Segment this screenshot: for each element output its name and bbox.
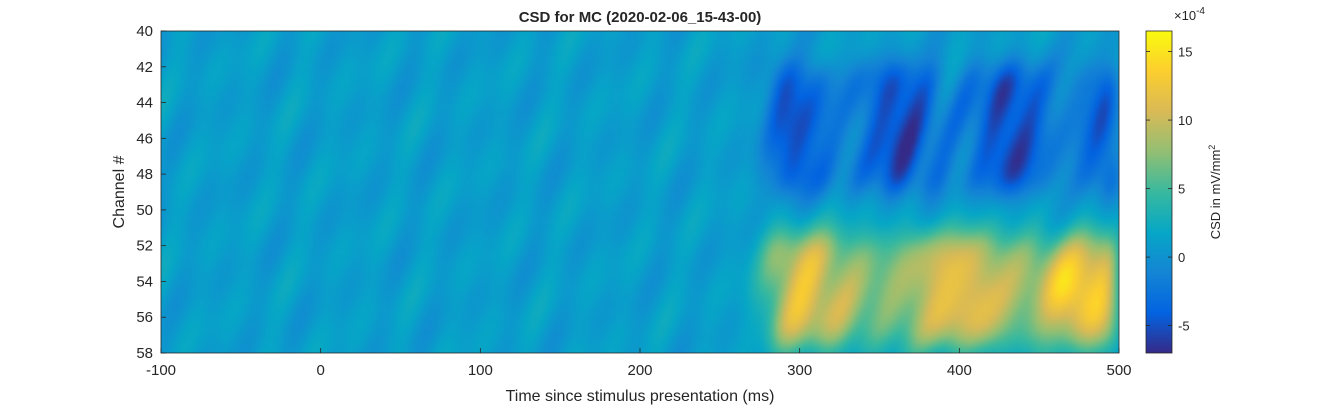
chart-title: CSD for MC (2020-02-06_15-43-00) xyxy=(519,9,762,26)
x-tick-label: 300 xyxy=(787,362,812,379)
y-tick-label: 50 xyxy=(136,202,153,219)
y-tick-label: 42 xyxy=(136,59,153,76)
colorbar-tick-label: 5 xyxy=(1178,182,1185,197)
colorbar-label-sup: 2 xyxy=(1207,145,1217,150)
x-axis-label: Time since stimulus presentation (ms) xyxy=(506,388,775,405)
y-axis: 40 42 44 46 48 50 52 54 56 58 xyxy=(136,23,166,362)
y-tick-label: 56 xyxy=(136,309,153,326)
colorbar-label: CSD in mV/mm2 xyxy=(1207,145,1223,240)
y-tick-label: 44 xyxy=(136,95,153,112)
x-tick-label: 0 xyxy=(316,362,324,379)
x-tick-label: -100 xyxy=(146,362,176,379)
colorbar-label-main: CSD in mV/mm xyxy=(1208,150,1223,240)
y-tick-label: 46 xyxy=(136,130,153,147)
colorbar-ticks: -5 0 5 10 15 xyxy=(1146,45,1192,334)
colorbar-exponent-base: ×10 xyxy=(1174,8,1196,23)
y-tick-label: 52 xyxy=(136,238,153,255)
y-tick-label: 48 xyxy=(136,166,153,183)
colorbar-tick-label: 10 xyxy=(1178,113,1192,128)
x-axis: -100 0 100 200 300 400 500 xyxy=(146,348,1132,379)
x-tick-label: 400 xyxy=(947,362,972,379)
x-tick-label: 500 xyxy=(1106,362,1131,379)
colorbar-tick-label: 15 xyxy=(1178,45,1192,60)
colorbar-tick-label: 0 xyxy=(1178,250,1185,265)
colorbar xyxy=(1145,30,1173,354)
colorbar-exponent: ×10-4 xyxy=(1174,6,1205,23)
x-tick-label: 200 xyxy=(627,362,652,379)
y-axis-label: Channel # xyxy=(111,155,128,228)
y-tick-label: 40 xyxy=(136,23,153,40)
colorbar-exponent-power: -4 xyxy=(1196,6,1205,17)
x-tick-label: 100 xyxy=(468,362,493,379)
heatmap-image xyxy=(161,31,1119,353)
heatmap xyxy=(161,31,1119,353)
y-tick-label: 58 xyxy=(136,345,153,362)
colorbar-tick-label: -5 xyxy=(1178,319,1190,334)
y-tick-label: 54 xyxy=(136,273,153,290)
